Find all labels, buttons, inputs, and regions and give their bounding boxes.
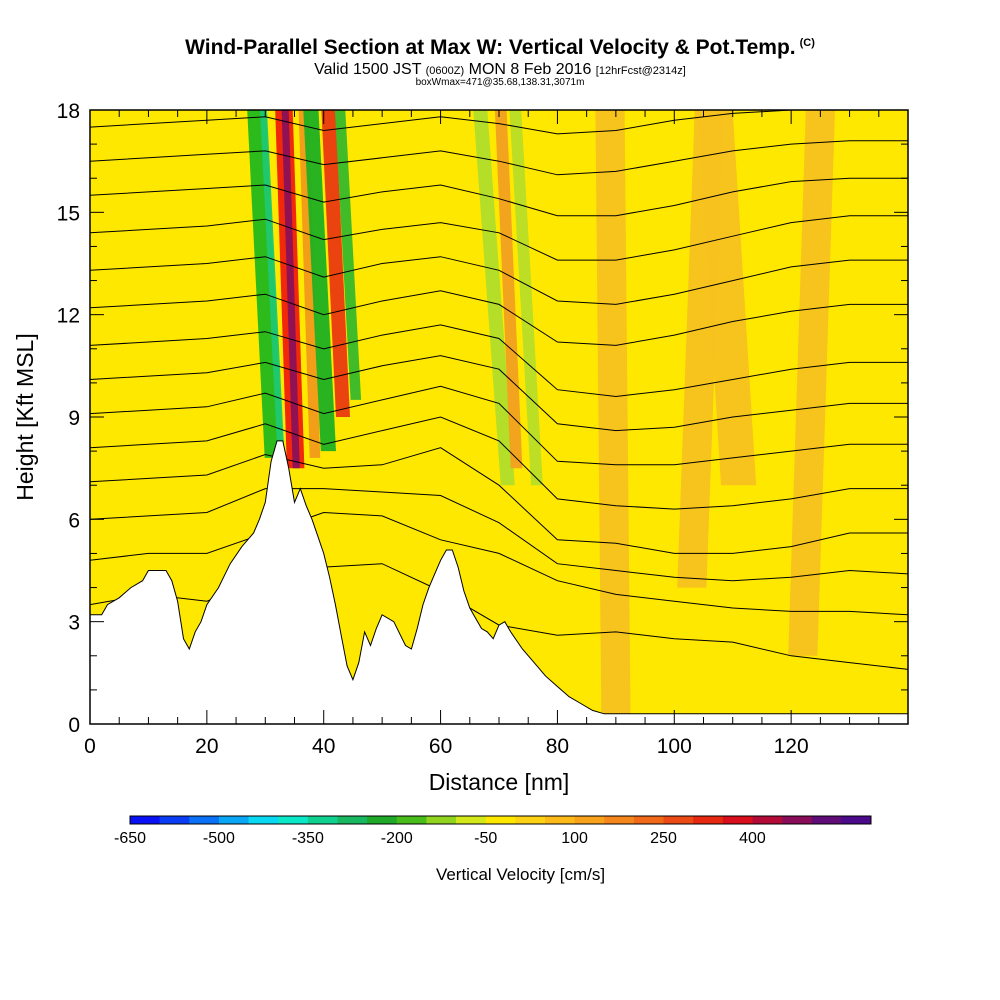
y-tick-label: 6 xyxy=(68,509,80,532)
colorbar-swatch xyxy=(218,816,250,824)
colorbar-swatch xyxy=(782,816,813,824)
terrain xyxy=(90,440,908,724)
velocity-band-5 xyxy=(303,110,336,452)
colorbar-swatch xyxy=(633,816,665,824)
colorbar-swatch xyxy=(278,816,309,824)
colorbar-tick-label: -350 xyxy=(292,830,324,847)
theta-contour-12 xyxy=(90,140,908,176)
velocity-band-8 xyxy=(473,110,515,486)
colorbar-swatch xyxy=(515,816,546,824)
colorbar-swatch xyxy=(337,816,368,824)
theta-contour-13 xyxy=(90,110,908,135)
chart-title: Wind-Parallel Section at Max W: Vertical… xyxy=(185,36,815,59)
x-tick-label: 80 xyxy=(546,735,569,758)
colorbar-swatch xyxy=(841,816,872,824)
colorbar-swatch xyxy=(693,816,724,824)
y-tick-label: 12 xyxy=(57,305,80,328)
copyright-mark: (C) xyxy=(799,37,815,49)
theta-contour-11 xyxy=(90,177,908,217)
colorbar-swatch xyxy=(456,816,487,824)
y-tick-label: 9 xyxy=(68,407,80,430)
colorbar-tick-label: -200 xyxy=(381,830,413,847)
velocity-band-1 xyxy=(260,110,285,458)
theta-contour-10 xyxy=(90,215,908,261)
colorbar-tick-label: 250 xyxy=(650,830,677,847)
colorbar-swatch xyxy=(248,816,279,824)
plot-area xyxy=(90,110,908,724)
theta-contour-5 xyxy=(90,385,908,466)
colorbar-tick-label: 100 xyxy=(561,830,588,847)
y-tick-label: 3 xyxy=(68,612,80,635)
theta-contour-6 xyxy=(90,355,908,432)
theta-contour-7 xyxy=(90,324,908,398)
colorbar-tick-label: -650 xyxy=(114,830,146,847)
velocity-band-14 xyxy=(788,110,835,656)
x-tick-label: 40 xyxy=(312,735,335,758)
y-tick-label: 18 xyxy=(57,100,80,123)
colorbar-swatch xyxy=(307,816,338,824)
theta-contour-4 xyxy=(90,416,908,510)
velocity-band-4 xyxy=(298,110,321,458)
velocity-band-3 xyxy=(281,110,300,469)
colorbar-swatch xyxy=(130,816,161,824)
colorbar-tick-label: -50 xyxy=(474,830,497,847)
velocity-band-6 xyxy=(321,110,350,417)
colorbar-swatch xyxy=(367,816,398,824)
colorbar-swatch xyxy=(426,816,457,824)
theta-contour-8 xyxy=(90,290,908,346)
colorbar-tick-label: -500 xyxy=(203,830,235,847)
theta-contour-3 xyxy=(90,447,908,554)
y-tick-label: 15 xyxy=(57,202,80,225)
colorbar-swatch xyxy=(396,816,427,824)
velocity-band-13 xyxy=(697,110,757,486)
x-tick-label: 60 xyxy=(429,735,452,758)
colorbar-border xyxy=(129,815,872,825)
velocity-band-11 xyxy=(595,110,631,714)
colorbar-swatch xyxy=(604,816,635,824)
colorbar-swatch xyxy=(663,816,694,824)
colorbar-swatch xyxy=(811,816,842,824)
colorbar-swatch xyxy=(159,816,190,824)
box-info: boxWmax=471@35.68,138.31,3071m xyxy=(415,77,585,88)
velocity-band-7 xyxy=(334,110,362,400)
colorbar-swatch xyxy=(752,816,783,824)
y-tick-label: 0 xyxy=(68,714,80,737)
colorbar-swatch xyxy=(485,816,516,824)
colorbar-label: Vertical Velocity [cm/s] xyxy=(436,865,605,884)
colorbar-swatch xyxy=(189,816,220,824)
theta-contour-2 xyxy=(90,488,908,582)
x-axis-label: Distance [nm] xyxy=(429,769,570,795)
colorbar-swatch xyxy=(544,816,576,824)
y-axis-label: Height [Kft MSL] xyxy=(12,333,38,500)
chart-subtitle: Valid 1500 JST (0600Z) MON 8 Feb 2016 [1… xyxy=(314,61,686,78)
colorbar-swatch xyxy=(722,816,753,824)
theta-contour-1 xyxy=(90,511,908,616)
theta-contour-9 xyxy=(90,256,908,305)
colorbar-swatch xyxy=(574,816,605,824)
x-tick-label: 100 xyxy=(657,735,692,758)
x-tick-label: 120 xyxy=(774,735,809,758)
colorbar-tick-label: 400 xyxy=(739,830,766,847)
x-tick-label: 20 xyxy=(195,735,218,758)
x-tick-label: 0 xyxy=(84,735,96,758)
